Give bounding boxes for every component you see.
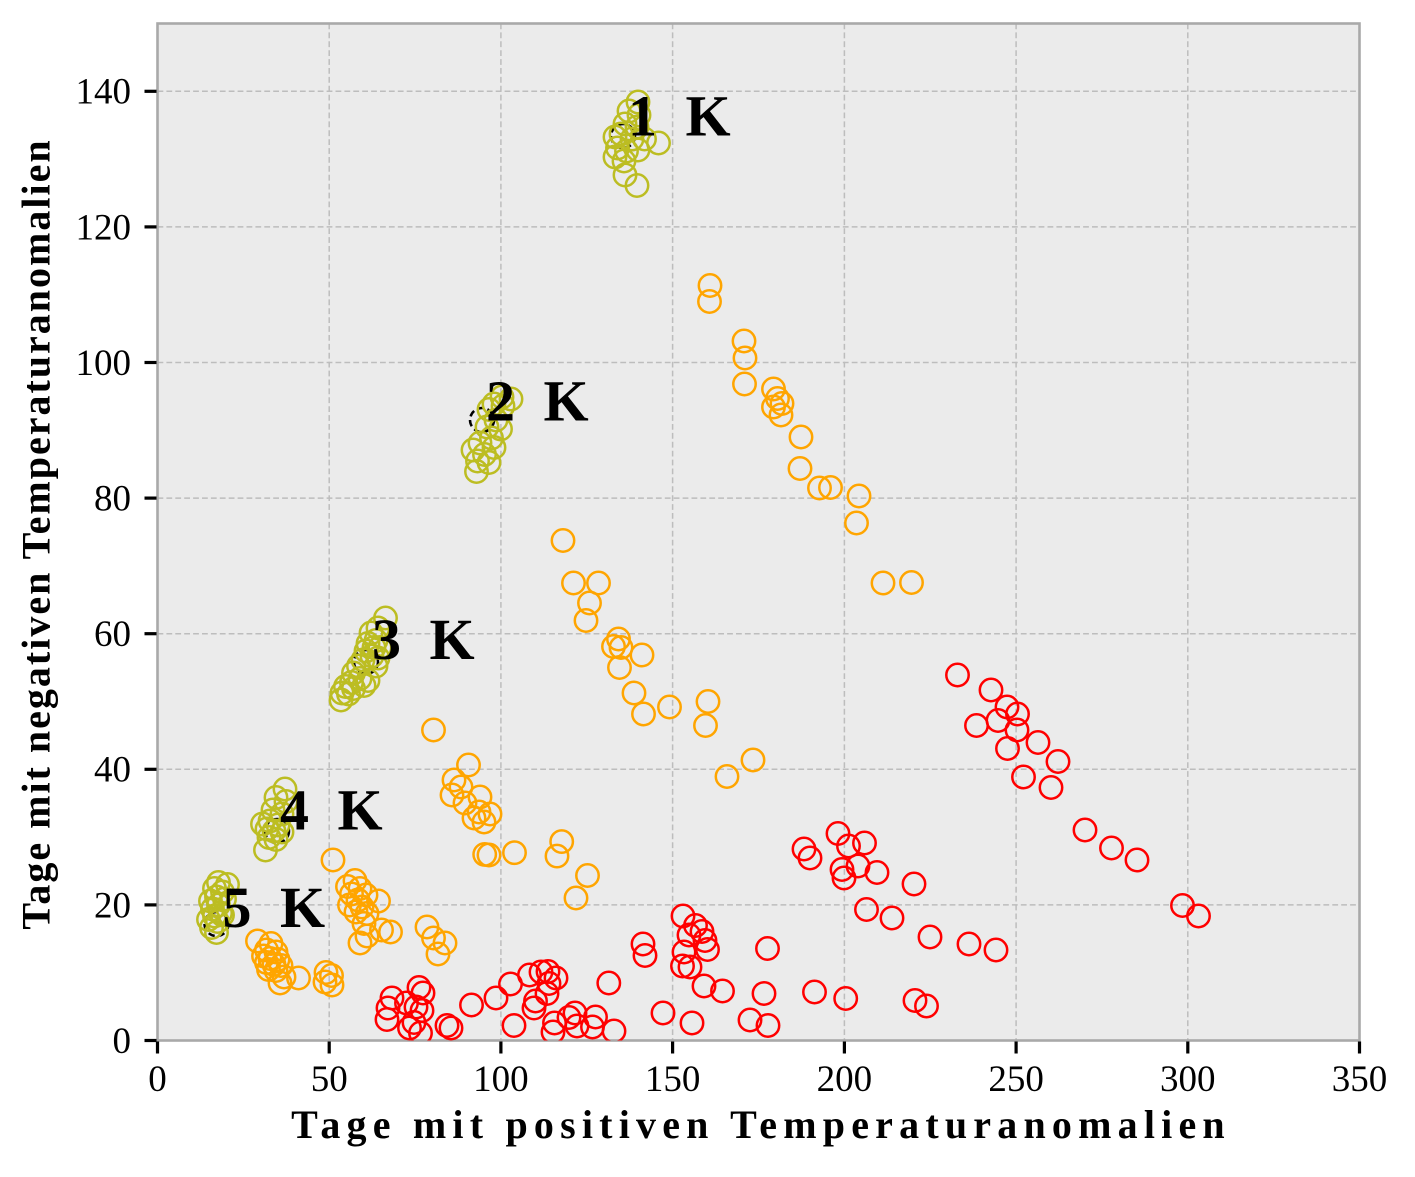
svg-text:0: 0 — [148, 1059, 167, 1100]
svg-text:150: 150 — [645, 1059, 701, 1100]
svg-text:0: 0 — [113, 1021, 132, 1062]
svg-text:120: 120 — [76, 207, 132, 248]
svg-text:Tage mit negativen Temperatura: Tage mit negativen Temperaturanomalien — [14, 138, 59, 929]
svg-text:5 K: 5 K — [223, 875, 333, 940]
svg-text:50: 50 — [311, 1059, 348, 1100]
svg-text:2 K: 2 K — [486, 369, 596, 434]
svg-text:1 K: 1 K — [628, 84, 738, 149]
svg-text:40: 40 — [94, 750, 131, 791]
svg-text:60: 60 — [94, 614, 131, 655]
svg-text:350: 350 — [1332, 1059, 1388, 1100]
svg-text:100: 100 — [76, 343, 132, 384]
svg-text:4 K: 4 K — [280, 778, 390, 843]
svg-text:300: 300 — [1160, 1059, 1216, 1100]
svg-text:100: 100 — [473, 1059, 529, 1100]
svg-text:250: 250 — [988, 1059, 1044, 1100]
svg-text:20: 20 — [94, 885, 131, 926]
svg-text:Tage mit positiven Temperatura: Tage mit positiven Temperaturanomalien — [291, 1102, 1231, 1147]
svg-text:200: 200 — [817, 1059, 873, 1100]
svg-text:80: 80 — [94, 479, 131, 520]
svg-text:140: 140 — [76, 72, 132, 113]
svg-text:3 K: 3 K — [372, 607, 482, 672]
